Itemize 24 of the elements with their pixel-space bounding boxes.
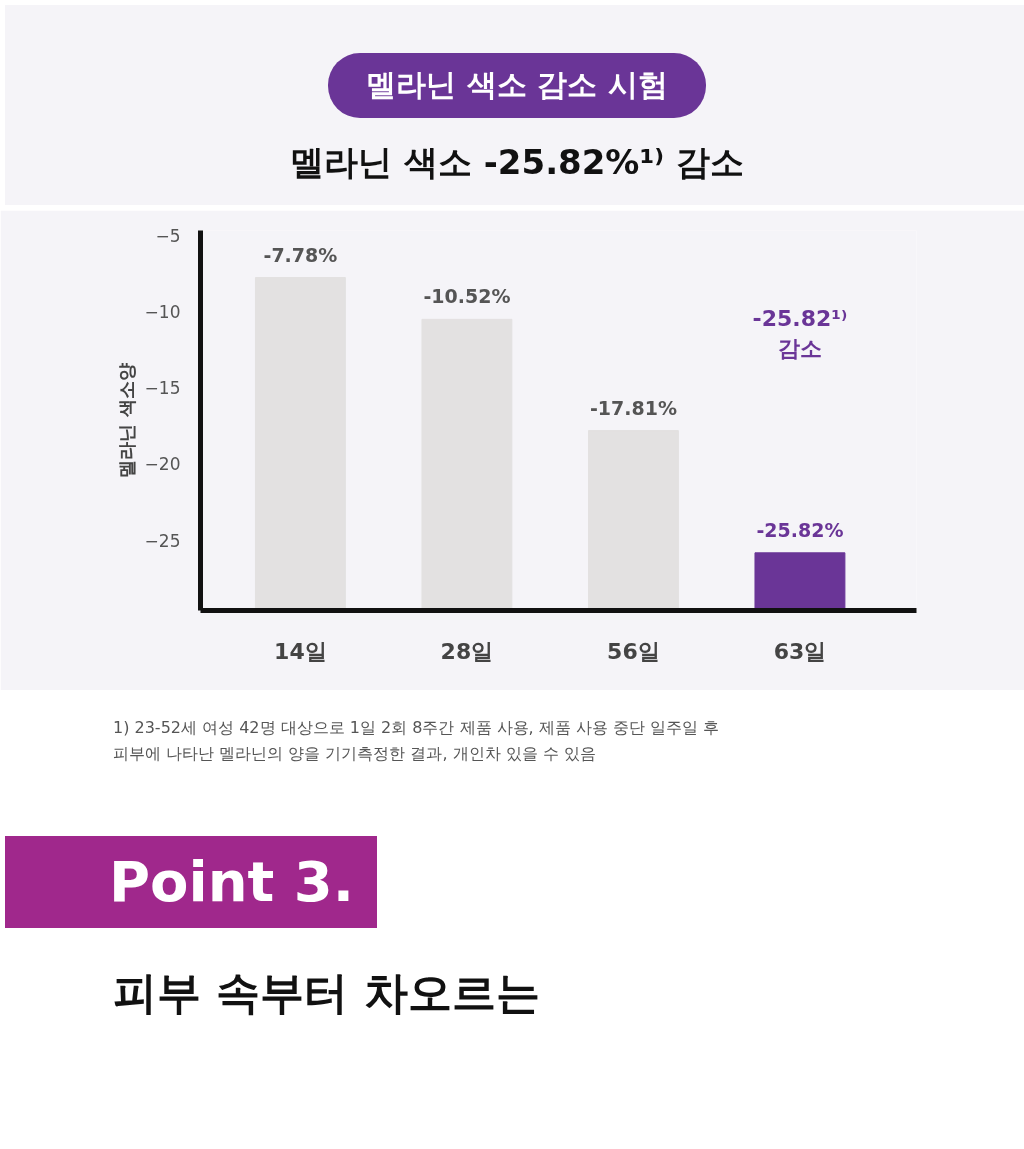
- x-tick-label: 56일: [607, 638, 660, 664]
- chart-title: 멜라닌 색소 감소 시험: [328, 53, 706, 118]
- y-tick-label: −20: [144, 454, 181, 475]
- x-tick-label: 63일: [773, 638, 827, 664]
- x-tick-label: 14일: [274, 638, 327, 664]
- data-label: -17.81%: [589, 396, 677, 419]
- bar: [421, 318, 513, 611]
- bar: [587, 430, 679, 611]
- y-tick-label: −25: [144, 530, 181, 551]
- y-tick-label: −10: [144, 301, 181, 322]
- data-label: -10.52%: [423, 285, 511, 308]
- data-label: -25.82%: [756, 518, 844, 541]
- annotation: -25.82¹⁾ 감소: [752, 305, 848, 361]
- text: Point 3.: [5, 836, 377, 929]
- x-tick-label: 28일: [440, 638, 494, 664]
- y-axis-title: 멜라닌 색소양: [115, 363, 137, 478]
- chart-subtitle: 멜라닌 색소 -25.82%¹⁾ 감소: [289, 141, 745, 184]
- data-label: -7.78%: [263, 243, 338, 266]
- y-tick-label: −15: [144, 378, 181, 399]
- bar: [754, 552, 846, 611]
- y-tick-label: −5: [155, 225, 181, 246]
- text: 피부 속부터 차오르는: [113, 966, 541, 1021]
- bar: [254, 277, 346, 611]
- text: 1) 23-52세 여성 42명 대상으로 1일 2회 8주간 제품 사용, 제품 사용 중단 일주일 후 피부에 나타난 멜라닌의 양을 기기측정한 결과, 개인차 있을 수 있음: [113, 717, 720, 765]
